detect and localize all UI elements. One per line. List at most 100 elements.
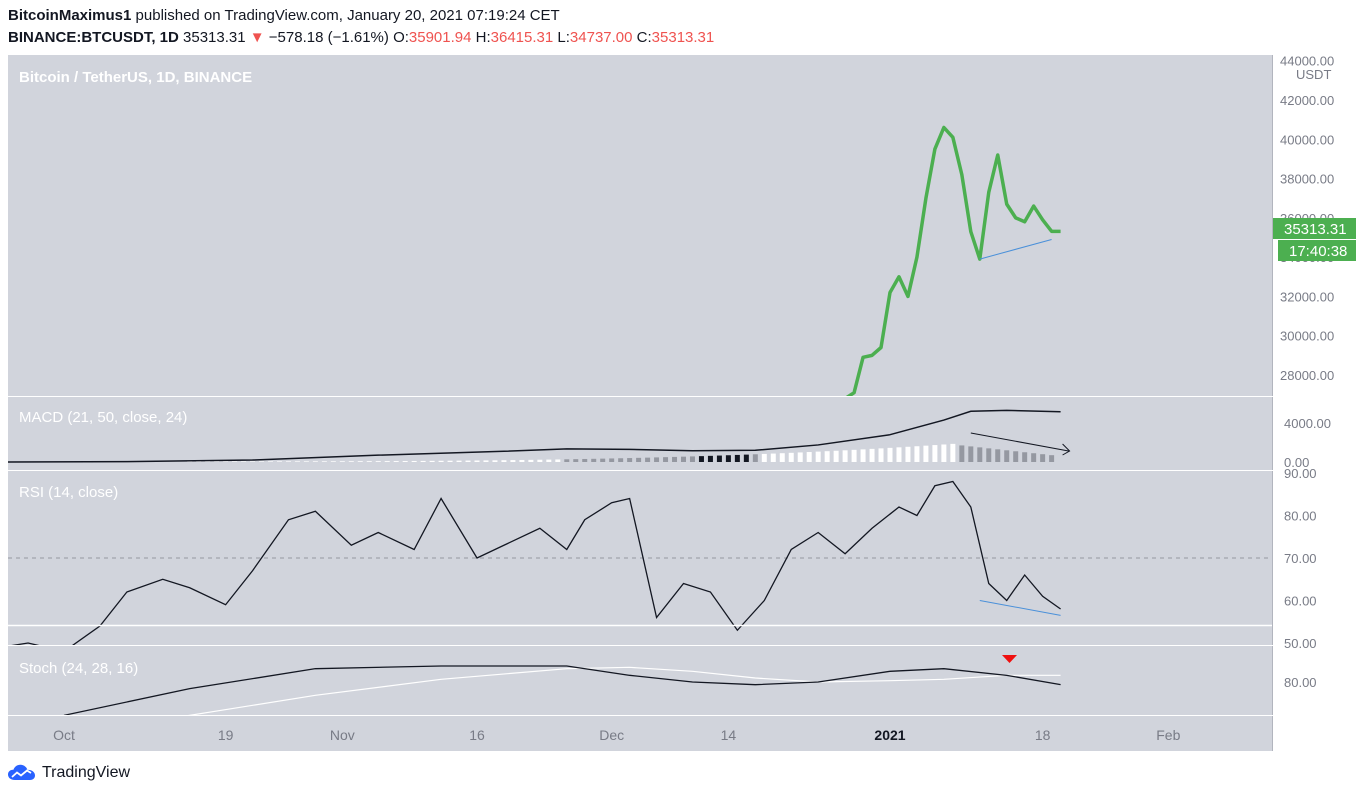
macd-tick-label: 0.00	[1284, 455, 1309, 470]
stoch-d-line[interactable]	[64, 666, 1061, 735]
macd-histogram-bar	[645, 457, 651, 462]
stoch-pane-title: Stoch (24, 28, 16)	[19, 660, 138, 677]
macd-histogram-bar	[375, 461, 381, 462]
macd-histogram-bar	[573, 459, 579, 462]
macd-histogram-bar	[1031, 453, 1037, 462]
macd-histogram-bar	[250, 461, 256, 462]
macd-histogram-bar	[510, 460, 516, 462]
macd-histogram-bar	[851, 449, 857, 462]
macd-histogram-bar	[348, 461, 354, 462]
macd-line[interactable]	[1, 409, 1061, 463]
macd-histogram-bar	[977, 447, 983, 462]
macd-histogram-bar	[1013, 451, 1019, 462]
macd-histogram-bar	[654, 457, 660, 462]
time-tick-label: 14	[721, 727, 737, 743]
low-value: 34737.00	[569, 29, 633, 46]
macd-histogram-bar	[429, 460, 435, 462]
brand-name: TradingView	[42, 764, 131, 781]
rsi-tick-label: 60.00	[1284, 594, 1317, 609]
macd-histogram-bar	[232, 461, 238, 462]
price-pane[interactable]	[8, 55, 1272, 396]
time-axis[interactable]	[8, 716, 1272, 751]
macd-histogram-bar	[1022, 452, 1028, 462]
ohlc-line: BINANCE:BTCUSDT, 1D 35313.31 ▼ −578.18 (…	[8, 29, 714, 46]
price-axis[interactable]	[1273, 55, 1356, 751]
macd-histogram-bar	[339, 461, 345, 462]
macd-histogram-bar	[456, 460, 462, 462]
close-label: C:	[636, 29, 652, 46]
macd-histogram-bar	[761, 453, 767, 462]
macd-histogram-bar	[681, 456, 686, 462]
price-pane-title: Bitcoin / TetherUS, 1D, BINANCE	[19, 69, 252, 86]
macd-histogram-bar	[474, 460, 480, 462]
macd-histogram-bar	[797, 452, 803, 462]
price-trendline[interactable]	[979, 238, 1052, 260]
macd-histogram-bar	[725, 455, 731, 462]
price-tick-label: 42000.00	[1280, 93, 1334, 108]
macd-histogram-bar	[860, 449, 866, 462]
countdown-badge	[1278, 240, 1356, 261]
macd-histogram-bar	[492, 460, 498, 462]
macd-histogram-bar	[447, 460, 453, 462]
macd-histogram-bar	[788, 452, 794, 462]
macd-histogram-bar	[501, 460, 507, 462]
macd-histogram-bar	[357, 461, 363, 462]
price-badge	[1273, 218, 1356, 239]
macd-pane[interactable]	[8, 397, 1272, 470]
macd-histogram-bar	[779, 453, 785, 462]
macd-histogram-bar	[752, 454, 758, 462]
macd-histogram-bar	[770, 453, 776, 462]
macd-histogram-bar	[968, 446, 974, 462]
author-name[interactable]: BitcoinMaximus1	[8, 7, 132, 24]
macd-histogram-bar	[294, 461, 300, 462]
macd-histogram-bar	[959, 445, 965, 462]
macd-histogram-bar	[411, 460, 417, 462]
footer-brand[interactable]: TradingView	[8, 764, 130, 782]
price-tick-label: 32000.00	[1280, 289, 1334, 304]
rsi-line[interactable]	[8, 480, 1061, 652]
sell-signal-marker	[1002, 655, 1017, 663]
price-series-line[interactable]	[836, 125, 1061, 409]
macd-histogram-bar	[285, 461, 291, 462]
high-value: 36415.31	[490, 29, 554, 46]
macd-histogram-bar	[330, 461, 336, 462]
macd-histogram-bar	[564, 459, 570, 462]
macd-histogram-bar	[734, 454, 740, 462]
last-price: 35313.31	[183, 29, 246, 46]
macd-histogram-bar	[366, 461, 372, 462]
rsi-pane-title: RSI (14, close)	[19, 484, 118, 501]
macd-histogram-bar	[914, 446, 920, 462]
macd-pane-title: MACD (21, 50, close, 24)	[19, 409, 187, 426]
price-badge-text: 35313.31	[1284, 221, 1347, 238]
macd-histogram-bar	[465, 460, 471, 462]
price-tick-label: 38000.00	[1280, 172, 1334, 187]
macd-histogram-bar	[833, 450, 839, 462]
macd-histogram-bar	[878, 448, 884, 462]
macd-histogram-bar	[312, 461, 318, 462]
macd-histogram-bar	[196, 461, 202, 462]
close-value: 35313.31	[651, 29, 715, 46]
macd-tick-label: 4000.00	[1284, 416, 1331, 431]
macd-histogram-bar	[591, 458, 597, 462]
macd-histogram-bar	[303, 461, 309, 462]
stoch-pane[interactable]	[8, 646, 1272, 715]
price-tick-label: 40000.00	[1280, 132, 1334, 147]
macd-histogram-bar	[187, 461, 193, 462]
open-label: O:	[393, 29, 409, 46]
stoch-k-line[interactable]	[63, 665, 1061, 715]
macd-histogram-bar	[869, 448, 875, 462]
rsi-tick-label: 70.00	[1284, 551, 1317, 566]
time-tick-label: 19	[218, 727, 234, 743]
macd-histogram-bar	[627, 458, 633, 462]
macd-histogram-bar	[528, 459, 534, 462]
macd-divergence-arrow	[970, 432, 1069, 452]
macd-histogram-bar	[241, 461, 247, 462]
macd-histogram-bar	[932, 445, 938, 462]
published-text: published on TradingView.com, January 20…	[135, 7, 560, 24]
chart-area[interactable]: Bitcoin / TetherUS, 1D, BINANCE MACD (21…	[1, 54, 1356, 751]
rsi-trendline[interactable]	[979, 600, 1061, 616]
macd-histogram-bar	[698, 456, 704, 462]
chart-svg[interactable]: Bitcoin / TetherUS, 1D, BINANCE MACD (21…	[1, 54, 1356, 751]
macd-histogram-bar	[321, 461, 327, 462]
macd-histogram-bar	[205, 461, 211, 462]
